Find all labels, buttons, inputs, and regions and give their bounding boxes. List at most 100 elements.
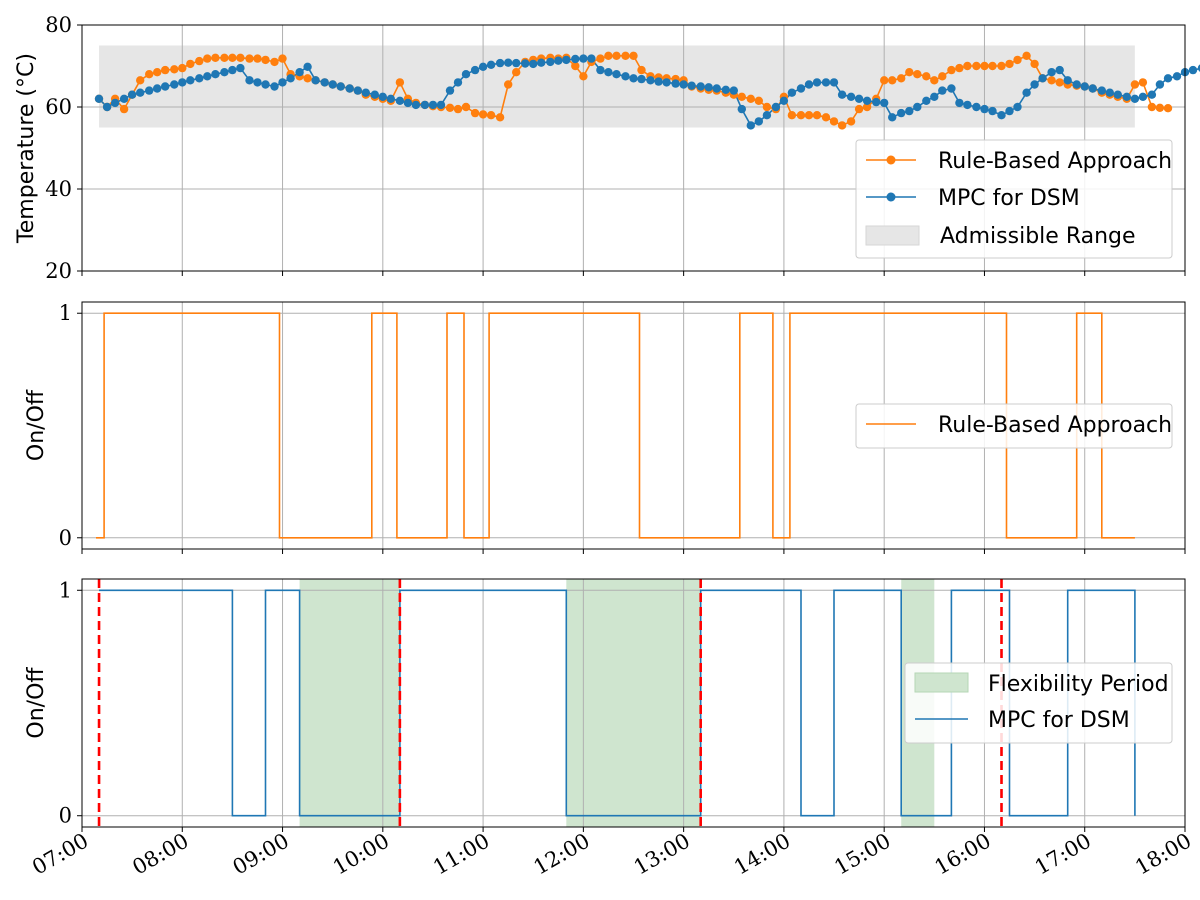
data-point-mpc [336,82,345,91]
data-point-mpc [236,63,245,73]
data-point-mpc [278,78,287,87]
data-point-rule-based [787,111,797,120]
data-point-rule-based [461,102,471,112]
data-point-rule-based [453,104,463,114]
data-point-mpc [1113,90,1123,99]
data-point-rule-based [211,53,220,62]
data-point-rule-based [829,117,839,126]
data-point-mpc [420,100,430,110]
data-point-mpc [537,58,546,67]
data-point-mpc [295,68,304,77]
data-point-rule-based [445,103,455,113]
data-point-rule-based [270,57,279,67]
data-point-rule-based [486,111,496,120]
y-tick-label: 20 [45,259,72,283]
data-point-rule-based [119,104,129,114]
data-point-rule-based [512,68,521,77]
legend-mpc-onoff: Flexibility Period MPC for DSM [904,662,1173,744]
data-point-mpc [445,86,455,95]
data-point-rule-based [261,55,270,65]
data-point-rule-based [186,59,195,69]
data-point-mpc [145,86,154,95]
data-point-mpc [579,54,588,63]
data-point-rule-based [195,56,204,66]
data-point-rule-based [754,96,763,106]
data-point-rule-based [1030,59,1039,69]
data-point-mpc [504,58,513,67]
data-point-mpc [411,100,421,110]
y-tick-label: 80 [45,13,72,37]
data-point-mpc [428,100,438,110]
plot-frame [81,578,1186,828]
data-point-rule-based [1047,76,1056,85]
data-point-rule-based [136,76,145,85]
data-point-mpc [529,59,538,69]
data-point-mpc [353,86,362,95]
data-point-mpc [1172,72,1182,81]
data-point-rule-based [504,80,513,89]
data-point-mpc [1188,65,1198,75]
data-point-mpc [988,106,997,116]
data-point-mpc [1163,74,1173,83]
data-point-rule-based [1005,59,1014,69]
y-axis-title: On/Off [24,667,49,739]
legend-label-rule-based: Rule-Based Approach [938,413,1172,438]
data-point-mpc [546,57,555,67]
data-point-mpc [1055,65,1064,75]
data-point-rule-based [947,65,956,75]
data-point-mpc [872,97,881,107]
legend-patch-flexibility [914,672,969,693]
data-point-mpc [186,76,195,85]
x-tick-label: 08:00 [128,829,192,880]
data-point-mpc [554,56,563,65]
data-point-rule-based [963,61,972,71]
data-point-mpc [102,102,112,112]
data-point-mpc [478,62,488,71]
data-point-mpc [1105,88,1115,97]
data-point-rule-based [930,76,939,85]
data-point-mpc [629,74,638,83]
y-tick-label: 60 [45,95,72,119]
data-point-mpc [470,65,480,75]
data-point-rule-based [980,61,989,71]
data-point-mpc [762,111,772,120]
data-point-mpc [812,78,822,87]
data-point-rule-based [955,63,964,73]
y-tick-label: 0 [59,526,72,550]
data-point-mpc [746,121,755,130]
data-point-mpc [637,74,646,84]
data-point-rule-based [253,54,262,63]
data-point-mpc [913,102,922,112]
data-point-mpc [947,84,956,93]
data-point-mpc [203,72,212,81]
data-point-mpc [662,78,671,87]
data-point-rule-based [170,65,179,74]
legend-label-flexibility: Flexibility Period [988,672,1169,697]
data-point-mpc [1147,90,1157,99]
data-point-rule-based [862,102,872,112]
data-point-mpc [1138,92,1148,102]
data-point-mpc [1005,106,1014,116]
data-point-rule-based [880,76,889,85]
data-point-mpc [286,74,295,83]
data-point-rule-based [1155,103,1165,113]
data-point-rule-based [972,61,981,71]
data-point-mpc [654,77,663,86]
data-point-mpc [804,80,814,89]
data-point-mpc [596,65,605,75]
data-point-mpc [963,100,972,110]
data-point-rule-based [1022,51,1031,60]
data-point-rule-based [837,121,847,130]
data-point-mpc [1197,64,1200,72]
data-point-mpc [1088,84,1097,93]
data-point-mpc [211,70,220,79]
data-point-mpc [1038,74,1047,83]
data-point-mpc [1097,86,1107,95]
data-point-mpc [378,92,387,102]
data-point-mpc [779,96,789,106]
y-tick-label: 1 [59,578,72,602]
legend-temperature: Rule-Based Approach MPC for DSM Admissible… [855,139,1173,259]
flexibility-period-2 [566,579,701,827]
y-axis-title: Temperature (°C) [14,53,39,244]
